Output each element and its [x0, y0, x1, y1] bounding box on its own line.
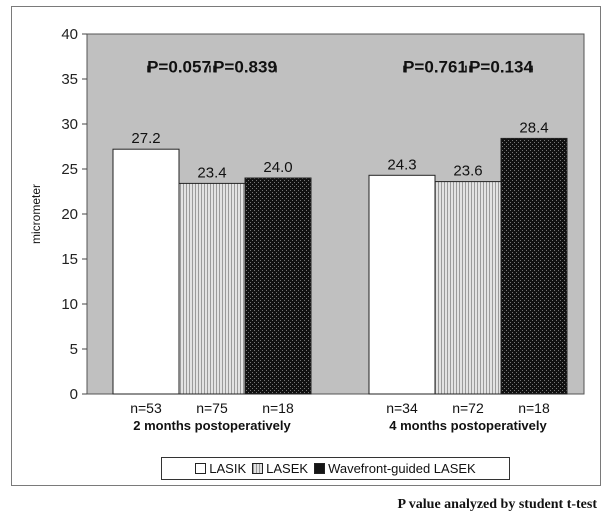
- data-label: 23.4: [197, 164, 226, 181]
- p-value-label: P=0.057: [147, 57, 211, 76]
- y-tick-label: 30: [61, 116, 78, 133]
- p-bracket: [147, 65, 149, 73]
- p-bracket: [465, 65, 467, 73]
- bar: [500, 137, 568, 395]
- swatch-lasik: [195, 463, 207, 474]
- y-axis-label: micrometer: [29, 184, 43, 244]
- legend-label-wavefront: Wavefront-guided LASEK: [328, 461, 476, 476]
- legend-label-lasek: LASEK: [266, 461, 309, 476]
- y-tick-label: 40: [61, 26, 78, 43]
- legend-item-lasik: LASIK: [195, 461, 246, 476]
- legend-label-lasik: LASIK: [209, 461, 247, 476]
- y-tick-label: 35: [61, 71, 78, 88]
- n-label: n=72: [452, 400, 484, 416]
- y-tick-label: 15: [61, 251, 78, 268]
- labels: 27.2 n=53 23.4 n=75 24.0 n=18 2 months postope…: [130, 57, 550, 433]
- data-label: 28.4: [519, 119, 548, 136]
- n-label: n=53: [130, 400, 162, 416]
- group-label: 4 months postoperatively: [389, 418, 547, 433]
- y-tick-label: 0: [70, 386, 78, 403]
- footnote: P value analyzed by student t-test: [397, 497, 598, 512]
- p-bracket: [209, 65, 211, 73]
- data-label: 27.2: [131, 130, 160, 147]
- bar: [178, 182, 246, 395]
- group-label: 2 months postoperatively: [133, 418, 291, 433]
- n-label: n=34: [386, 400, 418, 416]
- p-bracket: [275, 65, 277, 73]
- bar: [368, 174, 436, 395]
- p-value-label: P=0.761: [403, 57, 467, 76]
- legend: LASIK LASEK Wavefront-guided LASEK: [161, 457, 510, 480]
- y-axis: 0 5 10 15 20 25 30 35 40: [61, 26, 87, 403]
- p-bracket: [531, 65, 533, 73]
- data-label: 23.6: [453, 163, 482, 180]
- swatch-wavefront: [314, 463, 326, 474]
- bar: [112, 148, 180, 395]
- p-value-label: P=0.839: [213, 57, 277, 76]
- swatch-lasek: [252, 463, 264, 474]
- p-bracket: [403, 65, 405, 73]
- y-tick-label: 25: [61, 161, 78, 178]
- bar: [244, 177, 312, 395]
- y-tick-label: 5: [70, 341, 78, 358]
- bars: [112, 137, 568, 395]
- bar: [434, 181, 502, 395]
- y-tick-label: 10: [61, 296, 78, 313]
- data-label: 24.3: [387, 156, 416, 173]
- y-tick-label: 20: [61, 206, 78, 223]
- legend-item-lasek: LASEK: [252, 461, 308, 476]
- n-label: n=18: [518, 400, 550, 416]
- n-label: n=75: [196, 400, 228, 416]
- legend-item-wavefront: Wavefront-guided LASEK: [314, 461, 476, 476]
- p-bracket: [213, 65, 215, 73]
- p-bracket: [469, 65, 471, 73]
- n-label: n=18: [262, 400, 294, 416]
- p-value-label: P=0.134: [469, 57, 533, 76]
- data-label: 24.0: [263, 159, 292, 176]
